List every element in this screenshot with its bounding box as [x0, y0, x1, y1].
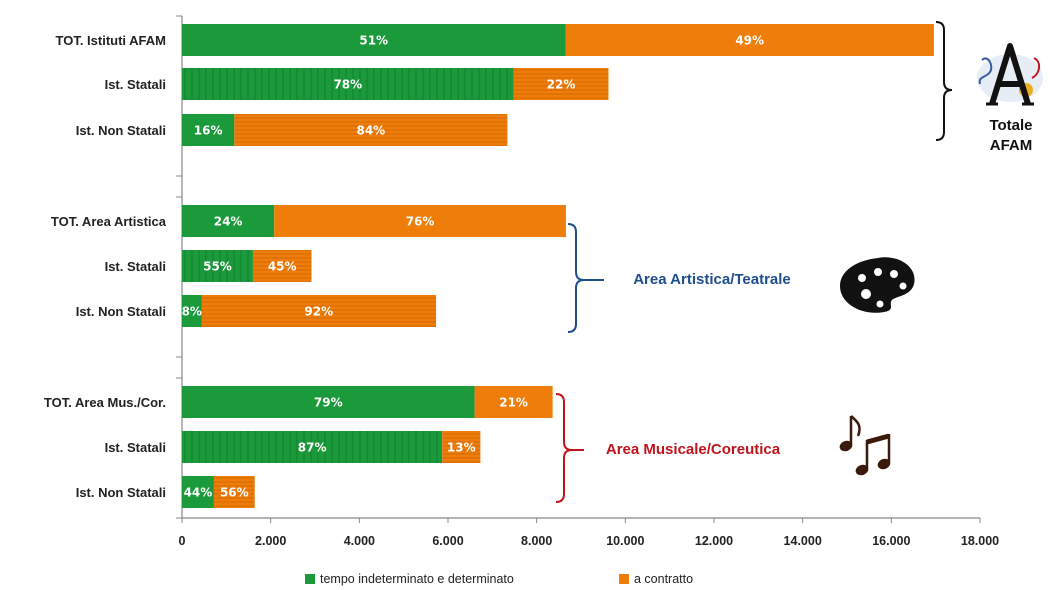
bar-segment	[182, 386, 475, 418]
x-tick-label: 10.000	[606, 534, 644, 548]
x-tick-label: 12.000	[695, 534, 733, 548]
bars: 51% 49% 78% 22% 16% 84% 24% 76% 55% 45% 8% 92% 79% 21…	[182, 24, 934, 508]
bar-segment	[182, 295, 202, 327]
x-tick-label: 8.000	[521, 534, 552, 548]
bar-segment	[565, 24, 934, 56]
group-label-totale-line2: AFAM	[990, 137, 1033, 154]
data-label: 55%	[203, 260, 232, 274]
bar-texture	[182, 250, 253, 282]
bar-texture	[182, 431, 443, 463]
group-label-area-artistica: Area Artistica/Teatrale	[633, 271, 791, 288]
bracket-area-artistica	[567, 223, 604, 333]
data-label: 56%	[220, 486, 249, 500]
bar-segment	[182, 476, 214, 508]
data-label: 49%	[735, 34, 764, 48]
bar-texture	[201, 295, 437, 327]
category-label: Ist. Non Statali	[76, 485, 166, 500]
data-label: 22%	[547, 78, 576, 92]
legend-label-contratto: a contratto	[634, 572, 693, 586]
category-label: Ist. Non Statali	[76, 304, 166, 319]
data-label: 8%	[182, 305, 202, 319]
x-ticks: 0 2.000 4.000 6.000 8.000 10.000 12.000 14.000 1…	[176, 15, 999, 548]
data-label: 76%	[406, 215, 435, 229]
bracket-area-musicale	[555, 393, 584, 503]
bar-segment	[474, 386, 553, 418]
legend-swatch-contratto	[619, 574, 629, 584]
bar-segment	[182, 205, 275, 237]
data-label: 92%	[304, 305, 333, 319]
category-label: Ist. Non Statali	[76, 123, 166, 138]
bar-texture	[252, 250, 312, 282]
bar-texture	[213, 476, 255, 508]
bracket-totale-afam	[935, 21, 953, 141]
data-label: 45%	[268, 260, 297, 274]
x-tick-label: 0	[179, 534, 186, 548]
data-label: 79%	[314, 396, 343, 410]
legend-label-indeterminato: tempo indeterminato e determinato	[320, 572, 514, 586]
x-tick-label: 14.000	[784, 534, 822, 548]
bar-texture	[234, 114, 508, 146]
x-tick-label: 2.000	[255, 534, 286, 548]
data-label: 13%	[447, 441, 476, 455]
category-label: Ist. Statali	[105, 259, 166, 274]
data-label: 78%	[333, 78, 362, 92]
bar-texture	[442, 431, 481, 463]
group-label-totale-line1: Totale	[989, 117, 1032, 134]
music-notes-icon	[839, 415, 891, 476]
category-label: TOT. Istituti AFAM	[56, 33, 167, 48]
palette-icon	[840, 257, 915, 313]
legend-swatch-indeterminato	[305, 574, 315, 584]
afam-logo-icon	[977, 43, 1043, 106]
data-label: 87%	[298, 441, 327, 455]
category-label: Ist. Statali	[105, 440, 166, 455]
bar-segment	[182, 24, 566, 56]
x-tick-label: 18.000	[961, 534, 999, 548]
bar-segment	[182, 114, 235, 146]
category-label: Ist. Statali	[105, 77, 166, 92]
bar-texture	[513, 68, 609, 100]
x-tick-label: 16.000	[872, 534, 910, 548]
category-label: TOT. Area Mus./Cor.	[44, 395, 166, 410]
data-label: 24%	[214, 215, 243, 229]
data-label: 44%	[184, 486, 213, 500]
x-tick-label: 6.000	[432, 534, 463, 548]
group-label-area-musicale: Area Musicale/Coreutica	[606, 441, 781, 458]
bar-texture	[182, 68, 514, 100]
category-labels: TOT. Istituti AFAM Ist. Statali Ist. Non S…	[44, 33, 167, 500]
data-label: 21%	[499, 396, 528, 410]
data-label: 51%	[359, 34, 388, 48]
data-label: 84%	[356, 124, 385, 138]
category-label: TOT. Area Artistica	[51, 214, 167, 229]
legend: tempo indeterminato e determinato a cont…	[305, 572, 693, 586]
data-label: 16%	[194, 124, 223, 138]
x-tick-label: 4.000	[344, 534, 375, 548]
bar-segment	[274, 205, 566, 237]
